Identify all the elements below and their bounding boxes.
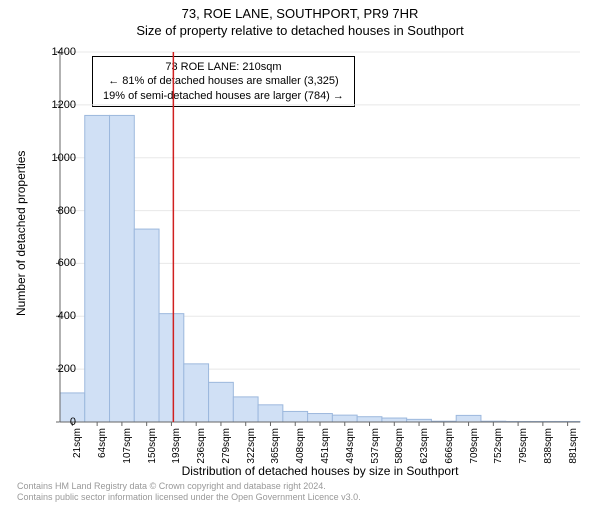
x-tick-label: 494sqm (345, 428, 356, 468)
page-subtitle: Size of property relative to detached ho… (0, 23, 600, 38)
y-tick-label: 400 (58, 310, 76, 322)
y-axis-label: Number of detached properties (14, 151, 28, 316)
x-tick-label: 795sqm (518, 428, 529, 468)
y-tick-label: 1000 (52, 152, 76, 164)
footer-line-1: Contains HM Land Registry data © Crown c… (17, 481, 361, 492)
footer-line-2: Contains public sector information licen… (17, 492, 361, 503)
x-tick-label: 365sqm (270, 428, 281, 468)
x-tick-label: 193sqm (171, 428, 182, 468)
x-tick-label: 537sqm (370, 428, 381, 468)
x-tick-label: 236sqm (196, 428, 207, 468)
chart-area (60, 52, 580, 422)
x-tick-label: 150sqm (147, 428, 158, 468)
x-tick-label: 64sqm (97, 428, 108, 468)
x-tick-label: 322sqm (246, 428, 257, 468)
x-tick-label: 451sqm (320, 428, 331, 468)
x-tick-label: 709sqm (469, 428, 480, 468)
page-title: 73, ROE LANE, SOUTHPORT, PR9 7HR (0, 6, 600, 21)
x-tick-label: 580sqm (394, 428, 405, 468)
y-tick-label: 800 (58, 205, 76, 217)
y-tick-label: 1400 (52, 46, 76, 58)
x-tick-label: 838sqm (543, 428, 554, 468)
y-tick-label: 600 (58, 257, 76, 269)
x-tick-label: 623sqm (419, 428, 430, 468)
histogram-chart (60, 52, 580, 422)
y-tick-label: 1200 (52, 99, 76, 111)
x-tick-label: 752sqm (493, 428, 504, 468)
y-tick-label: 200 (58, 363, 76, 375)
y-tick-label: 0 (70, 416, 76, 428)
x-tick-label: 21sqm (72, 428, 83, 468)
x-tick-label: 107sqm (122, 428, 133, 468)
x-tick-label: 408sqm (295, 428, 306, 468)
x-tick-label: 881sqm (568, 428, 579, 468)
x-tick-label: 279sqm (221, 428, 232, 468)
x-tick-label: 666sqm (444, 428, 455, 468)
